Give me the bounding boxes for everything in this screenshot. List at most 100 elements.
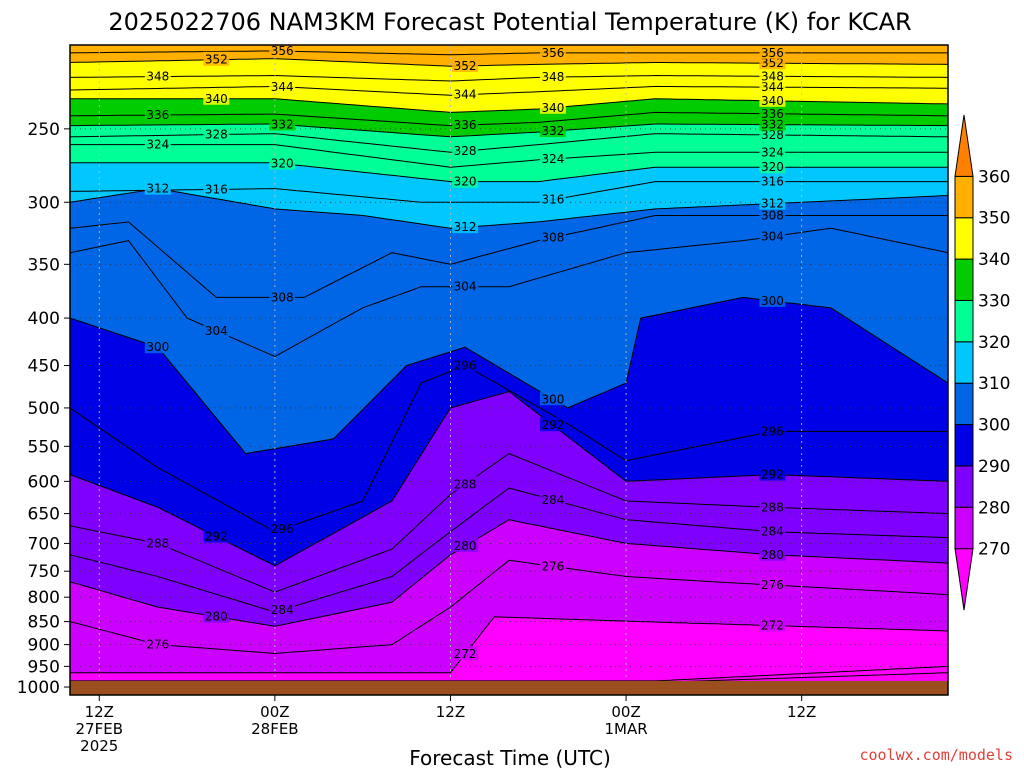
contour-label-bg	[759, 207, 786, 222]
contour-label-bg	[759, 617, 786, 632]
theta-band-264	[70, 666, 948, 683]
contour-label-296: 296	[454, 359, 477, 373]
contour-label-bg	[452, 57, 479, 72]
contour-label-336: 336	[761, 107, 784, 121]
y-tick-label: 250	[28, 120, 60, 140]
x-tick-label: 12Z	[85, 703, 114, 721]
contour-label-300: 300	[761, 294, 784, 308]
contour-label-bg	[539, 69, 566, 84]
contour-label-bg	[452, 537, 479, 552]
contour-label-bg	[539, 558, 566, 573]
contour-label-bg	[203, 528, 230, 543]
contour-label-bg	[759, 45, 786, 59]
isentrope-308	[70, 215, 948, 298]
contour-label-bg	[144, 136, 171, 151]
theta-band-272	[70, 560, 948, 673]
y-tick-label: 900	[28, 636, 60, 656]
contour-label-bg	[759, 546, 786, 561]
contour-label-bg	[144, 636, 171, 651]
x-axis-title: Forecast Time (UTC)	[409, 746, 611, 768]
contour-label-bg	[759, 68, 786, 83]
colorbar-swatch	[954, 114, 974, 177]
contour-label-bg	[269, 45, 296, 58]
colorbar-label: 360	[978, 167, 1010, 187]
contour-label-272: 272	[454, 647, 477, 661]
x-tick-label: 12Z	[436, 703, 465, 721]
contour-label-bg	[539, 45, 566, 59]
isentrope-296	[70, 364, 948, 533]
contour-label-bg	[759, 159, 786, 174]
contour-label-348: 348	[146, 70, 169, 84]
contour-label-bg	[759, 499, 786, 514]
contour-label-bg	[452, 173, 479, 188]
contour-label-bg	[539, 150, 566, 165]
contour-label-292: 292	[541, 418, 564, 432]
x-tick-label: 00Z	[260, 703, 289, 721]
contour-label-324: 324	[146, 138, 169, 152]
contour-label-bg	[759, 195, 786, 210]
theta-band-276	[70, 519, 948, 654]
colorbar-swatch	[954, 465, 974, 508]
contour-label-348: 348	[761, 69, 784, 83]
contour-label-352: 352	[205, 53, 228, 67]
contour-label-bg	[452, 357, 479, 372]
contour-label-296: 296	[271, 522, 294, 536]
contour-label-356: 356	[541, 46, 564, 60]
colorbar-swatch	[954, 341, 974, 384]
contour-label-344: 344	[271, 80, 294, 94]
theta-band-280	[70, 488, 948, 627]
theta-band-340	[70, 86, 948, 113]
theta-band-316	[70, 162, 948, 203]
contour-label-340: 340	[761, 94, 784, 108]
contour-label-340: 340	[205, 92, 228, 106]
contour-label-bg	[539, 491, 566, 506]
colorbar-swatch	[954, 506, 974, 550]
x-tick-label: 00Z	[611, 703, 640, 721]
theta-band-284	[70, 453, 948, 612]
colorbar-label: 280	[978, 498, 1010, 518]
y-tick-label: 350	[28, 255, 60, 275]
colorbar-label: 310	[978, 374, 1010, 394]
contour-label-336: 336	[454, 118, 477, 132]
contour-label-bg	[539, 229, 566, 244]
y-tick-label: 1000	[17, 678, 60, 698]
contour-label-316: 316	[541, 193, 564, 207]
y-tick-label: 500	[28, 399, 60, 419]
theta-band-288	[70, 391, 948, 593]
colorbar-swatch	[954, 382, 974, 426]
contour-label-bg	[452, 86, 479, 101]
contour-label-bg	[539, 99, 566, 114]
contour-label-304: 304	[454, 280, 477, 294]
contour-label-332: 332	[761, 118, 784, 132]
isentrope-272	[70, 616, 948, 674]
contour-label-356: 356	[271, 44, 294, 58]
contour-label-bg	[759, 92, 786, 107]
contour-label-280: 280	[761, 548, 784, 562]
colorbar-swatch	[954, 548, 974, 611]
x-tick-label: 28FEB	[251, 720, 298, 738]
theta-band-336	[70, 98, 948, 126]
contour-label-bg	[269, 601, 296, 616]
isentrope-324	[70, 144, 948, 168]
contour-label-320: 320	[761, 160, 784, 174]
colorbar-label: 290	[978, 457, 1010, 477]
contour-label-304: 304	[761, 230, 784, 244]
contour-label-324: 324	[761, 145, 784, 159]
contour-label-bg	[144, 68, 171, 83]
contour-label-328: 328	[761, 128, 784, 142]
x-tick-label: 2025	[80, 737, 118, 755]
colorbar-label: 270	[978, 540, 1010, 560]
contour-label-280: 280	[205, 610, 228, 624]
contour-label-bg	[759, 79, 786, 94]
colorbar-label: 300	[978, 416, 1010, 436]
contour-label-bg	[759, 577, 786, 592]
y-tick-label: 650	[28, 505, 60, 525]
contour-label-352: 352	[761, 56, 784, 70]
contour-label-bg	[452, 278, 479, 293]
contour-label-272: 272	[761, 619, 784, 633]
contour-label-bg	[203, 126, 230, 141]
contour-label-276: 276	[146, 638, 169, 652]
contour-label-bg	[203, 322, 230, 337]
colorbar: 270 280 290 300 310 320 330 340 350 360	[954, 114, 1010, 611]
